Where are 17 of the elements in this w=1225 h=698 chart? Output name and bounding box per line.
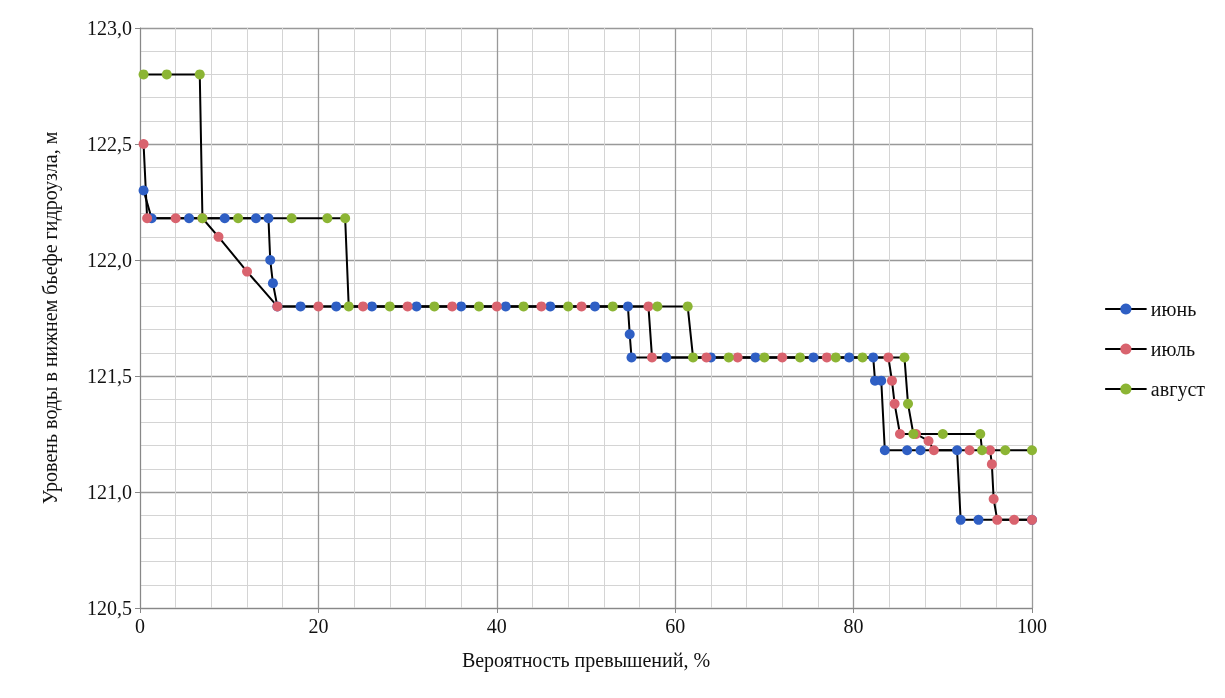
x-tick-label: 100 xyxy=(1017,615,1047,637)
y-tick-label: 122,5 xyxy=(87,133,132,155)
x-tick-label: 40 xyxy=(486,615,507,637)
y-axis-title: Уровень воды в нижнем бьефе гидроузла, м xyxy=(39,131,62,505)
x-tick-label: 80 xyxy=(843,615,864,637)
legend-label: август xyxy=(1150,378,1206,401)
y-tick-label: 123,0 xyxy=(87,17,132,39)
x-tick-label: 0 xyxy=(135,615,145,637)
x-tick-label: 60 xyxy=(665,615,686,637)
x-axis-title: Вероятность превышений, % xyxy=(461,649,711,672)
x-tick-label: 20 xyxy=(308,615,329,637)
y-tick-label: 120,5 xyxy=(87,597,132,619)
y-tick-label: 121,0 xyxy=(87,481,132,503)
y-tick-label: 122,0 xyxy=(87,249,132,271)
y-tick-label: 121,5 xyxy=(87,365,132,387)
legend-label: июль xyxy=(1150,338,1196,360)
legend-label: июнь xyxy=(1150,298,1197,320)
